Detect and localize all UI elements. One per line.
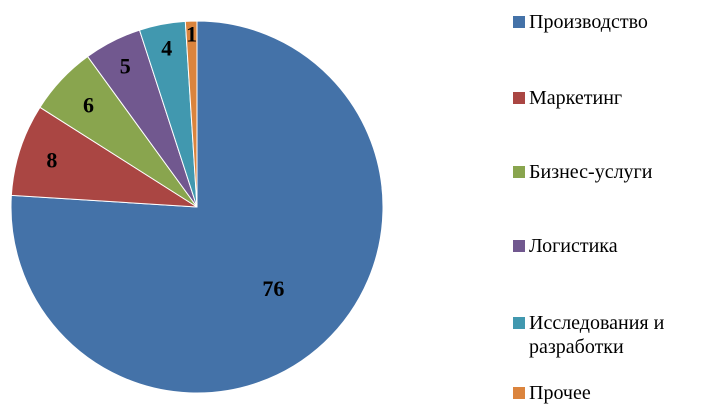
legend-swatch-business-services — [513, 166, 525, 178]
slice-value-label-research: 4 — [161, 36, 172, 61]
pie-chart: 76 8 6 5 41 — [10, 20, 384, 394]
slice-value-label-other: 1 — [186, 22, 197, 47]
legend-label-research: Исследования и разработки — [529, 312, 665, 358]
legend-label-business-services: Бизнес-услуги — [529, 161, 653, 183]
pie-slice-other — [184, 20, 198, 208]
pie-slice-marketing — [10, 106, 198, 208]
legend-label-other: Прочее — [529, 382, 591, 404]
legend-item-marketing: Маркетинг — [513, 86, 715, 110]
legend-swatch-logistics — [513, 240, 525, 252]
pie-slices — [10, 20, 384, 394]
legend-swatch-production — [513, 16, 525, 28]
legend: Производство Маркетинг Бизнес-услуги Лог… — [513, 0, 717, 405]
legend-label-logistics: Логистика — [529, 235, 618, 257]
legend-swatch-research — [513, 317, 525, 329]
legend-item-production: Производство — [513, 10, 715, 34]
legend-item-business-services: Бизнес-услуги — [513, 160, 715, 184]
legend-swatch-other — [513, 387, 525, 399]
legend-item-logistics: Логистика — [513, 234, 715, 258]
slice-value-label-business-services: 6 — [83, 93, 94, 118]
legend-item-other: Прочее — [513, 381, 715, 405]
pie-value-labels: 76 8 6 5 41 — [46, 22, 284, 301]
slice-value-label-marketing: 8 — [46, 147, 57, 172]
legend-label-production: Производство — [529, 11, 648, 33]
legend-swatch-marketing — [513, 92, 525, 104]
legend-item-research: Исследования и разработки — [513, 311, 715, 359]
slice-value-label-logistics: 5 — [120, 54, 131, 79]
slice-value-label-production: 76 — [262, 276, 284, 301]
legend-label-marketing: Маркетинг — [529, 87, 623, 109]
